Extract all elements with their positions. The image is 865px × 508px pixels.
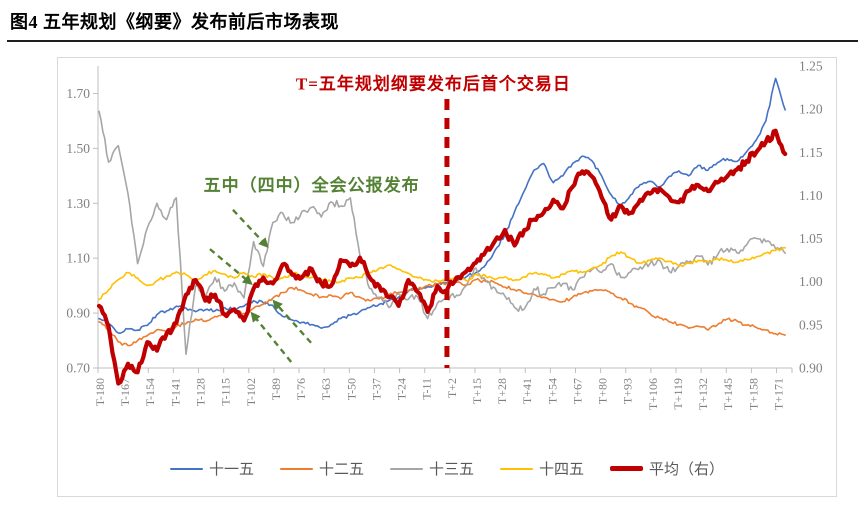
y-right-tick-label: 1.25 [799, 59, 823, 74]
legend-label: 十四五 [539, 462, 585, 478]
y-right-tick-label: 0.90 [799, 361, 823, 376]
x-tick-label: T+119 [671, 378, 685, 410]
x-tick-label: T-37 [369, 378, 383, 400]
x-tick-label: T-102 [244, 378, 258, 406]
x-tick-label: T+145 [721, 378, 735, 410]
x-tick-label: T-11 [420, 378, 434, 400]
plenum-arrow [272, 299, 312, 344]
legend-line-swatch [169, 467, 203, 470]
y-left-tick-label: 0.90 [66, 306, 90, 321]
x-tick-label: T+106 [646, 378, 660, 410]
y-right-tick-label: 1.20 [799, 102, 823, 117]
x-tick-label: T-115 [219, 378, 233, 406]
x-tick-label: T-154 [143, 378, 157, 406]
market-performance-line-chart: 0.70 0.90 1.10 1.30 1.50 1.70 0.90 0.95 1.00 1.05… [66, 59, 823, 411]
x-tick-label: T+93 [621, 378, 635, 404]
legend-label: 平均（右） [649, 462, 725, 478]
series-line-average-right [96, 128, 788, 386]
y-left-tick-label: 0.70 [66, 361, 90, 376]
x-tick-label: T-141 [168, 378, 182, 406]
y-left-tick-label: 1.10 [66, 251, 90, 266]
x-tick-label: T-89 [269, 378, 283, 400]
x-tick-label: T-128 [193, 378, 207, 406]
x-tick-label: T-167 [118, 378, 132, 406]
series-line-fyp-14th [98, 246, 786, 301]
legend-line-swatch [500, 467, 533, 470]
series-line-fyp-13th [98, 110, 786, 356]
x-tick-label: T-180 [93, 378, 107, 406]
y-left-tick-label: 1.70 [66, 86, 90, 101]
x-tick-label: T+171 [772, 378, 786, 410]
legend-item-fyp-13th: 十三五 [389, 458, 474, 479]
legend-item-average: 平均（右） [610, 458, 724, 479]
x-tick-label: T+41 [520, 378, 534, 404]
figure-title: 图4 五年规划《纲要》发布前后市场表现 [10, 12, 339, 32]
y-left-tick-label: 1.50 [66, 141, 90, 156]
x-tick-label: T-50 [344, 378, 358, 400]
y-right-tick-label: 1.00 [799, 274, 823, 289]
x-tick-label: T+15 [470, 378, 484, 404]
event-day-label: T=五年规划纲要发布后首个交易日 [296, 73, 571, 93]
chart-container: 0.70 0.90 1.10 1.30 1.50 1.70 0.90 0.95 1.00 1.05… [57, 57, 837, 497]
y-right-tick-label: 1.05 [799, 231, 823, 246]
legend-label: 十一五 [208, 462, 254, 478]
legend-label: 十二五 [318, 462, 364, 478]
legend-label: 十三五 [428, 462, 474, 478]
x-tick-label: T+158 [746, 378, 760, 410]
chart-legend: 十一五 十二五 十三五 十四五 平均（右） [58, 458, 836, 479]
plenum-arrow [232, 209, 269, 248]
y-right-tick-label: 0.95 [799, 317, 823, 332]
x-tick-label: T-63 [319, 378, 333, 400]
plenum-arrow [250, 311, 293, 363]
x-tick-label: T-24 [395, 378, 409, 400]
title-divider [7, 40, 858, 42]
legend-item-fyp-14th: 十四五 [500, 458, 584, 479]
plenum-arrow [209, 248, 253, 286]
plenum-note-label: 五中（四中）全会公报发布 [204, 175, 420, 195]
legend-line-swatch [389, 467, 423, 470]
x-tick-label: T-76 [294, 378, 308, 400]
x-tick-label: T+132 [696, 378, 710, 410]
series-line-fyp-12th [98, 278, 786, 347]
y-right-tick-label: 1.10 [799, 188, 823, 203]
x-tick-label: T+67 [570, 378, 584, 404]
x-tick-label: T+54 [545, 378, 559, 404]
x-tick-label: T+28 [495, 378, 509, 404]
legend-item-fyp-12th: 十二五 [279, 458, 364, 479]
legend-line-swatch [610, 466, 644, 471]
y-left-tick-label: 1.30 [66, 196, 90, 211]
legend-line-swatch [279, 467, 313, 470]
x-tick-label: T+80 [596, 378, 610, 404]
y-right-tick-label: 1.15 [799, 145, 823, 160]
x-tick-label: T+2 [445, 378, 459, 398]
legend-item-fyp-11th: 十一五 [169, 458, 254, 479]
